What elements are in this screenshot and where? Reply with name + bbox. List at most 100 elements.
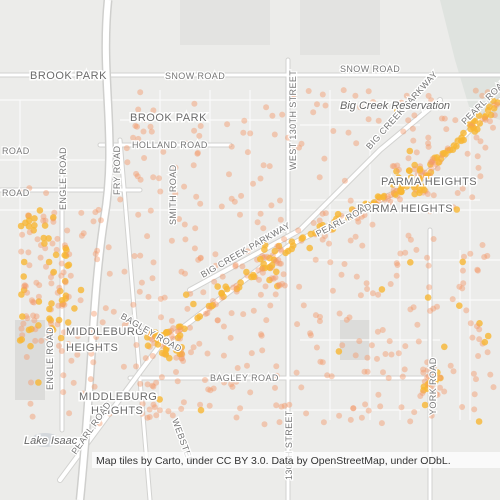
incident-dot xyxy=(74,351,81,358)
incident-dot xyxy=(329,225,337,233)
incident-dot xyxy=(257,291,264,298)
incident-dot xyxy=(218,203,225,210)
incident-dot xyxy=(332,220,339,227)
attribution: Map tiles by Carto, under CC BY 3.0. Dat… xyxy=(96,455,451,467)
incident-dot xyxy=(176,350,184,358)
incident-dot xyxy=(33,313,40,320)
incident-dot xyxy=(147,331,154,338)
incident-dot xyxy=(149,336,156,343)
incident-dot xyxy=(212,251,219,258)
incident-dot xyxy=(228,381,235,388)
incident-dot xyxy=(453,206,461,213)
incident-dot xyxy=(71,305,78,312)
incident-dot xyxy=(137,252,144,259)
incident-dot xyxy=(310,220,317,226)
incident-dot xyxy=(479,242,486,248)
incident-dot xyxy=(161,294,168,301)
incident-dot xyxy=(333,219,340,226)
incident-dot xyxy=(370,201,377,208)
incident-dot xyxy=(469,194,476,201)
incident-dot xyxy=(399,373,406,380)
incident-dot xyxy=(157,295,164,302)
incident-dot xyxy=(50,218,57,225)
incident-dot xyxy=(181,325,188,333)
incident-dot xyxy=(121,268,128,275)
incident-dot xyxy=(473,376,479,383)
incident-dot xyxy=(23,354,30,360)
incident-dot xyxy=(106,410,113,417)
incident-dot xyxy=(149,353,156,359)
incident-dot xyxy=(74,333,81,340)
incident-dot xyxy=(229,383,236,390)
incident-dot xyxy=(352,352,359,359)
incident-dot xyxy=(406,147,414,155)
incident-dot xyxy=(54,235,61,242)
incident-dot xyxy=(231,198,238,205)
incident-dot xyxy=(65,341,72,347)
incident-dot xyxy=(352,233,359,240)
incident-dot xyxy=(275,242,283,250)
incident-dot xyxy=(190,300,197,308)
incident-dot xyxy=(425,262,432,269)
incident-dot xyxy=(487,111,495,119)
incident-dot xyxy=(66,251,73,258)
incident-dot xyxy=(343,316,350,323)
incident-dot xyxy=(449,146,457,153)
incident-dot xyxy=(266,163,273,170)
incident-dot xyxy=(397,196,403,203)
incident-dot xyxy=(258,332,265,339)
incident-dot xyxy=(92,209,99,216)
incident-dot xyxy=(150,107,157,114)
incident-dot xyxy=(144,334,151,341)
incident-dot xyxy=(226,171,232,178)
incident-dot xyxy=(27,342,34,350)
incident-dot xyxy=(153,379,160,386)
incident-dot xyxy=(182,236,189,243)
incident-dot xyxy=(326,240,332,247)
incident-dots xyxy=(16,87,500,428)
incident-dot xyxy=(149,382,156,389)
incident-dot xyxy=(96,343,103,350)
incident-dot xyxy=(329,287,336,294)
incident-dot xyxy=(407,174,415,181)
incident-dot xyxy=(281,282,288,289)
incident-dot xyxy=(24,315,31,322)
incident-dot xyxy=(433,391,440,398)
incident-dot xyxy=(137,89,144,96)
incident-dot xyxy=(273,268,280,276)
incident-dot xyxy=(459,258,467,266)
incident-dot xyxy=(316,217,323,224)
incident-dot xyxy=(432,377,439,385)
incident-dot xyxy=(182,270,188,277)
incident-dot xyxy=(191,100,198,107)
park xyxy=(440,0,500,120)
incident-dot xyxy=(393,272,400,279)
incident-dot xyxy=(338,271,345,278)
incident-dot xyxy=(78,232,85,239)
incident-dot xyxy=(319,359,326,366)
incident-dot xyxy=(280,271,287,278)
incident-dot xyxy=(270,275,277,282)
incident-dot xyxy=(331,218,338,226)
incident-dot xyxy=(476,320,483,327)
incident-dot xyxy=(65,261,73,269)
incident-dot xyxy=(181,221,188,228)
incident-dot xyxy=(172,164,179,171)
incident-dot xyxy=(49,326,57,334)
incident-dot xyxy=(197,401,204,408)
incident-dot xyxy=(25,249,32,256)
incident-dot xyxy=(80,230,87,237)
incident-dot xyxy=(296,283,303,290)
incident-dot xyxy=(62,279,69,286)
incident-dot xyxy=(476,336,483,343)
incident-dot xyxy=(256,276,262,283)
incident-dot xyxy=(458,134,465,141)
incident-dot xyxy=(375,291,382,298)
incident-dot xyxy=(386,338,393,345)
incident-dot xyxy=(278,247,284,254)
incident-dot xyxy=(444,145,451,152)
incident-dot xyxy=(398,99,405,106)
incident-dot xyxy=(97,217,104,224)
incident-dot xyxy=(214,283,221,290)
incident-dot xyxy=(356,338,363,345)
